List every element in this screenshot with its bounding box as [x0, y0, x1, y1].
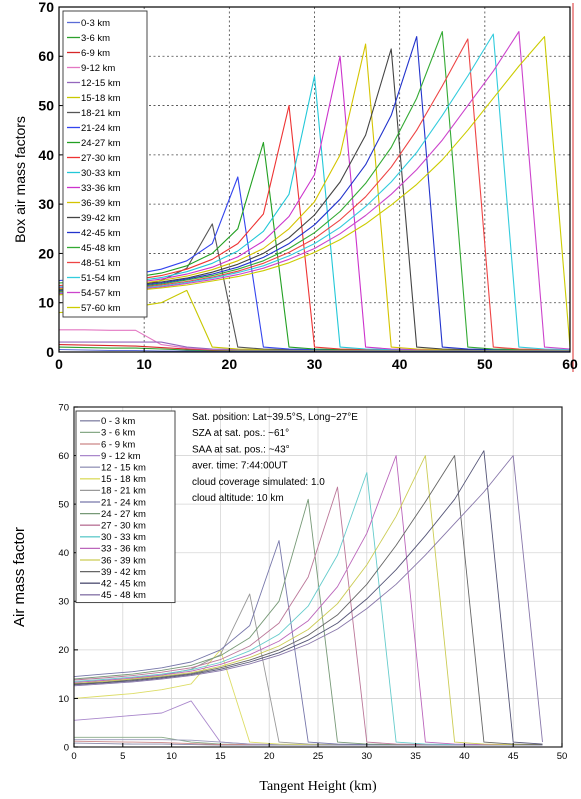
- legend-label: 3-6 km: [81, 33, 110, 44]
- x-axis-title: Tangent Height (km): [259, 779, 377, 794]
- x-tick-label: 30: [307, 356, 323, 372]
- x-tick-label: 25: [313, 751, 324, 762]
- x-tick-label: 20: [222, 356, 238, 372]
- legend-label: 18 - 21 km: [101, 486, 146, 497]
- legend-label: 24-27 km: [81, 138, 121, 149]
- legend-label: 9-12 km: [81, 63, 115, 74]
- y-tick-label: 10: [58, 694, 69, 705]
- legend-box: [62, 10, 148, 318]
- y-axis-title: Air mass factor: [11, 527, 28, 627]
- legend-label: 3 - 6 km: [101, 428, 135, 439]
- legend-label: 36-39 km: [81, 198, 121, 209]
- legend-label: 12 - 15 km: [101, 463, 146, 474]
- chart-2: 0 5 10 15 20 25 30 35 40 45 50 0 10 20 30 40 50 60 70 Air m…: [11, 402, 567, 794]
- legend-label: 9 - 12 km: [101, 451, 141, 462]
- chart-1: 0 10 20 30 40 50 60 0 10 20 30 40 50 60 70 Box air mass…: [12, 0, 578, 372]
- legend-label: 21 - 24 km: [101, 497, 146, 508]
- legend-label: 33 - 36 km: [101, 544, 146, 555]
- legend-label: 39 - 42 km: [101, 567, 146, 578]
- legend-label: 15-18 km: [81, 93, 121, 104]
- y-tick-label: 40: [58, 548, 69, 559]
- y-tick-label: 60: [38, 48, 54, 64]
- annotation-text: SZA at sat. pos.: ~61°: [192, 428, 289, 439]
- x-tick-label: 50: [477, 356, 493, 372]
- legend-label: 0 - 3 km: [101, 416, 135, 427]
- x-tick-label: 0: [55, 356, 63, 372]
- legend-label: 18-21 km: [81, 108, 121, 119]
- legend-label: 36 - 39 km: [101, 555, 146, 566]
- legend-label: 39-42 km: [81, 213, 121, 224]
- x-tick-label: 40: [459, 751, 470, 762]
- y-tick-label: 10: [38, 295, 54, 311]
- legend-label: 0-3 km: [81, 18, 110, 29]
- x-tick-label: 35: [410, 751, 421, 762]
- y-tick-label: 0: [46, 344, 54, 360]
- y-tick-label: 40: [38, 147, 54, 163]
- y-tick-label: 70: [58, 402, 69, 413]
- x-tick-label: 15: [215, 751, 226, 762]
- legend-label: 45-48 km: [81, 243, 121, 254]
- legend: 0-3 km 3-6 km 6-9 km 9-12 km 12-15 km 15-18 k…: [62, 10, 148, 318]
- x-tick-label: 10: [166, 751, 177, 762]
- legend-label: 33-36 km: [81, 183, 121, 194]
- legend-label: 24 - 27 km: [101, 509, 146, 520]
- legend-label: 54-57 km: [81, 288, 121, 299]
- series-line: [73, 455, 543, 746]
- x-tick-label: 30: [362, 751, 373, 762]
- legend-label: 27 - 30 km: [101, 521, 146, 532]
- annotations: Sat. position: Lat~39.5°S, Long~27°E SZA …: [192, 412, 358, 504]
- y-tick-label: 70: [38, 0, 54, 15]
- x-tick-label: 10: [136, 356, 152, 372]
- x-tick-label: 60: [562, 356, 578, 372]
- legend-label: 30-33 km: [81, 168, 121, 179]
- x-tick-label: 20: [264, 751, 275, 762]
- legend-label: 42-45 km: [81, 228, 121, 239]
- series-line: [73, 450, 543, 745]
- y-tick-label: 0: [64, 742, 69, 753]
- annotation-text: cloud coverage simulated: 1.0: [192, 477, 325, 488]
- ticks: 0 10 20 30 40 50 60 0 10 20 30 40 50 60 70: [38, 0, 578, 372]
- legend-label: 30 - 33 km: [101, 532, 146, 543]
- y-tick-label: 50: [38, 97, 54, 113]
- y-tick-label: 20: [58, 645, 69, 656]
- series-line: [73, 455, 543, 743]
- legend-label: 51-54 km: [81, 273, 121, 284]
- annotation-text: SAA at sat. pos.: ~43°: [192, 444, 290, 455]
- legend-box: [75, 410, 176, 604]
- legend-label: 57-60 km: [81, 303, 121, 314]
- annotation-text: aver. time: 7:44:00UT: [192, 461, 288, 472]
- x-tick-label: 40: [392, 356, 408, 372]
- annotation-text: cloud altitude: 10 km: [192, 493, 284, 504]
- legend-label: 21-24 km: [81, 123, 121, 134]
- legend-label: 12-15 km: [81, 78, 121, 89]
- ticks: 0 5 10 15 20 25 30 35 40 45 50 0 10 20 30 40 50 60 70: [58, 402, 567, 762]
- y-tick-label: 30: [38, 196, 54, 212]
- x-tick-label: 0: [71, 751, 76, 762]
- legend-label: 15 - 18 km: [101, 474, 146, 485]
- y-tick-label: 30: [58, 597, 69, 608]
- y-tick-label: 60: [58, 451, 69, 462]
- x-tick-label: 5: [120, 751, 125, 762]
- legend-label: 27-30 km: [81, 153, 121, 164]
- y-tick-label: 50: [58, 499, 69, 510]
- legend-label: 48-51 km: [81, 258, 121, 269]
- y-axis-title: Box air mass factors: [12, 116, 28, 243]
- legend-label: 6-9 km: [81, 48, 110, 59]
- legend-label: 45 - 48 km: [101, 590, 146, 601]
- annotation-text: Sat. position: Lat~39.5°S, Long~27°E: [192, 412, 358, 423]
- legend-label: 6 - 9 km: [101, 439, 135, 450]
- x-tick-label: 45: [508, 751, 519, 762]
- y-tick-label: 20: [38, 245, 54, 261]
- legend-label: 42 - 45 km: [101, 579, 146, 590]
- x-tick-label: 50: [557, 751, 568, 762]
- series-line: [73, 455, 543, 746]
